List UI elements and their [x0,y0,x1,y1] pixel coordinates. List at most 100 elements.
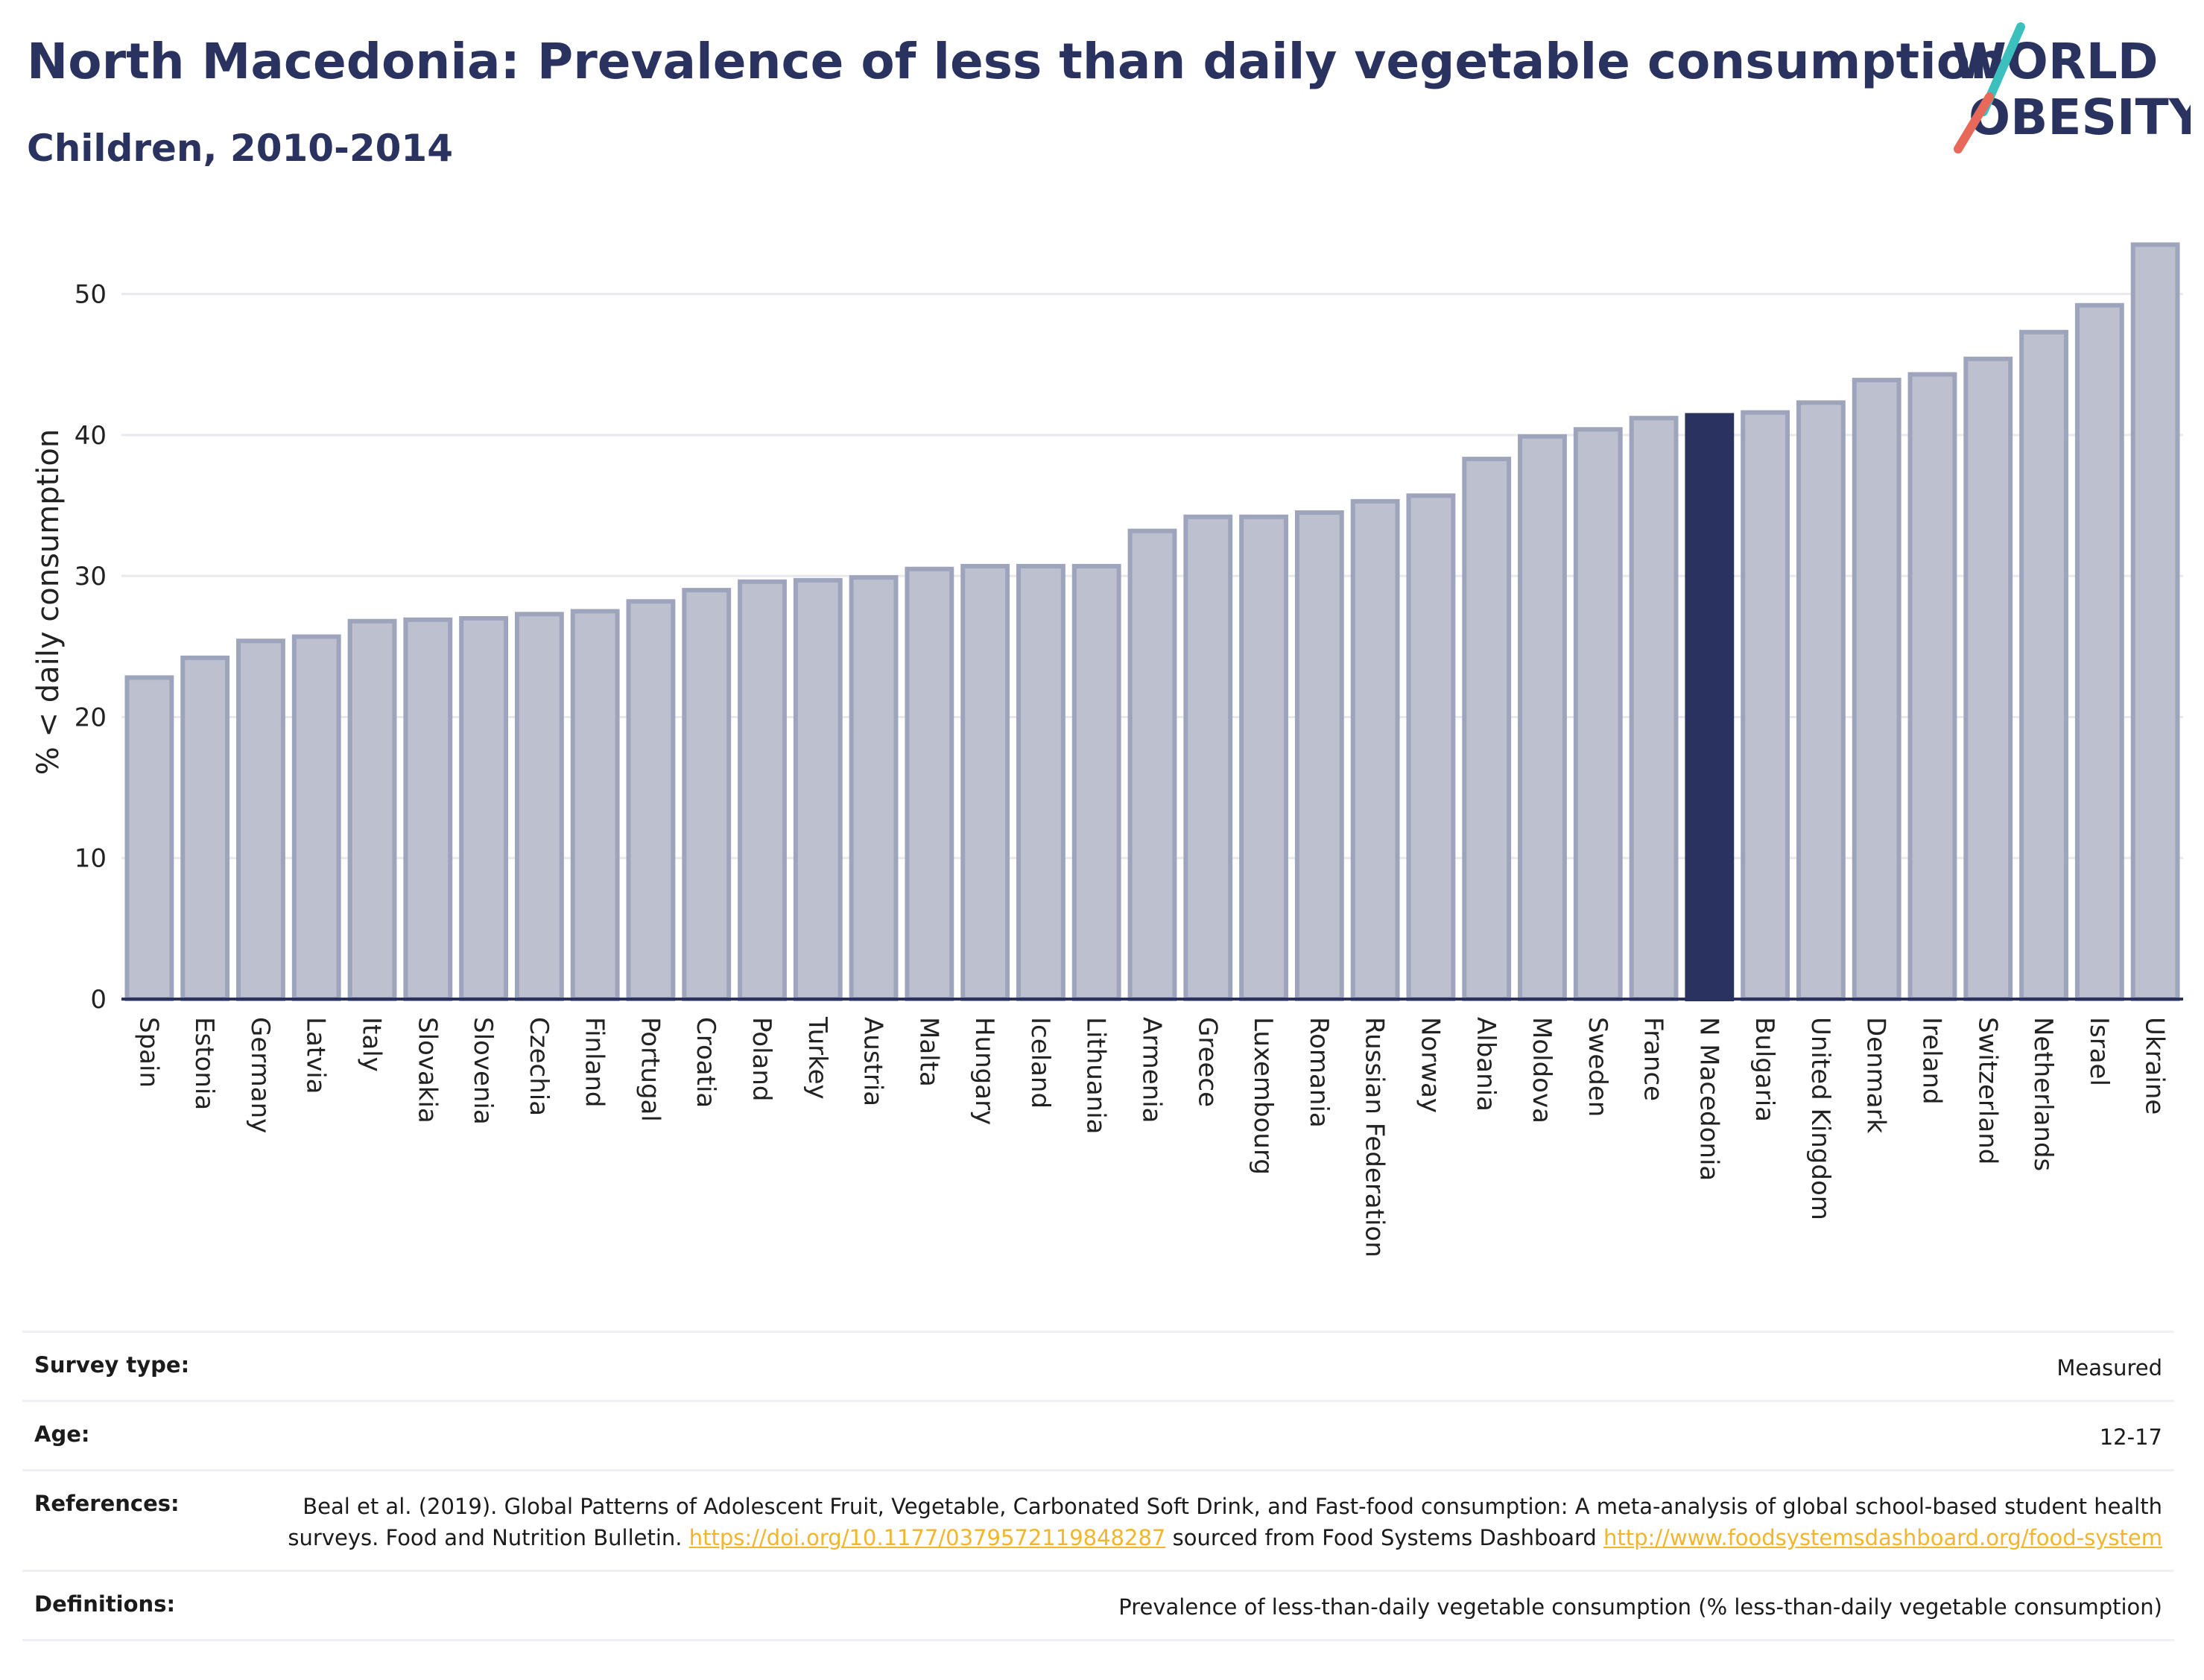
info-key: Survey type: [34,1352,190,1378]
bar-finland [570,609,620,1001]
x-tick-label: Hungary [969,1017,999,1125]
bar-czechia [514,612,564,1001]
bar-russian-federation [1350,498,1400,1001]
bar-sweden [1573,427,1623,1001]
x-tick-label: Ireland [1916,1017,1946,1105]
info-row-survey-type: Survey type: Measured [22,1331,2174,1400]
bar-latvia [291,634,341,1001]
info-key: Age: [34,1421,90,1448]
info-row-age: Age: 12-17 [22,1400,2174,1469]
bar-lithuania [1071,563,1121,1001]
bar-estonia [180,655,230,1002]
x-tick-label: Albania [1471,1017,1501,1112]
x-tick-label: Estonia [189,1017,219,1110]
bar-ireland [1907,372,1957,1002]
info-key: References: [34,1491,180,1517]
bar-iceland [1016,563,1065,1001]
y-tick-label: 0 [90,985,107,1015]
y-tick-label: 40 [75,421,107,451]
bar-france [1629,416,1679,1001]
x-tick-label: Czechia [524,1017,554,1116]
x-tick-label: Latvia [301,1017,331,1094]
x-tick-label: Netherlands [2028,1017,2058,1171]
x-tick-label: Luxembourg [1248,1017,1278,1175]
bar-italy [347,618,397,1001]
logo-text-obesity: OBESITY [1969,89,2191,146]
logo-text-world: WORLD [1952,33,2159,90]
x-tick-label: Denmark [1861,1017,1891,1134]
x-tick-label: Croatia [691,1017,721,1108]
x-tick-label: Russian Federation [1360,1017,1390,1258]
bar-germany [236,638,285,1001]
x-tick-label: N Macedonia [1694,1017,1723,1181]
x-tick-label: Sweden [1583,1017,1612,1117]
y-tick-label: 30 [75,562,107,592]
info-value: 12-17 [2099,1424,2162,1451]
x-tick-label: Turkey [802,1016,832,1100]
bar-denmark [1852,378,1901,1001]
x-tick-label: Finland [580,1017,609,1108]
x-tick-label: Romania [1304,1017,1334,1128]
logo-slash-red [1954,92,1994,153]
bar-poland [738,579,787,1001]
info-value: Beal et al. (2019). Global Patterns of A… [285,1491,2162,1553]
world-obesity-logo: WORLD OBESITY [1952,22,2191,153]
bar-hungary [960,563,1010,1001]
bar-united-kingdom [1796,400,1846,1001]
x-tick-label: Poland [747,1017,776,1102]
y-axis-label: % < daily consumption [31,429,66,775]
bar-turkey [793,577,843,1001]
bar-austria [849,575,899,1001]
bar-romania [1294,510,1344,1001]
bar-malta [905,566,954,1001]
x-tick-label: Moldova [1527,1017,1557,1123]
chart-subtitle: Children, 2010-2014 [27,127,453,170]
x-tick-label: Ukraine [2140,1017,2170,1115]
info-row-references: References: Beal et al. (2019). Global P… [22,1469,2174,1570]
axes: 0 10 20 30 40 50 Spain Estonia Germany Latvia Ital… [75,280,2183,1258]
info-value: Prevalence of less-than-daily vegetable … [1118,1594,2162,1620]
x-tick-label: Switzerland [1972,1017,2002,1164]
info-value: Measured [2056,1355,2162,1381]
x-tick-label: Armenia [1137,1017,1167,1123]
bar-slovakia [403,617,453,1002]
bar-norway [1406,493,1456,1001]
food-systems-dashboard-link[interactable]: http://www.foodsystemsdashboard.org/food… [1603,1525,2162,1551]
x-tick-label: Austria [858,1017,888,1106]
x-tick-label: Bulgaria [1749,1017,1779,1122]
x-tick-label: Portugal [635,1017,665,1122]
x-tick-label: Italy [357,1017,387,1072]
x-tick-label: Israel [2084,1017,2114,1086]
x-tick-label: Greece [1192,1017,1222,1107]
bar-moldova [1518,434,1567,1001]
x-tick-label: Slovakia [412,1017,442,1123]
bar-netherlands [2019,329,2068,1001]
bar-greece [1183,514,1233,1001]
bar-bulgaria [1741,410,1790,1001]
x-tick-label: Germany [245,1017,275,1133]
bar-switzerland [1963,356,2013,1001]
chart-title: North Macedonia: Prevalence of less than… [27,33,2006,90]
bar-luxembourg [1239,514,1288,1001]
bar-ukraine [2130,242,2180,1001]
reference-text: Beal et al. (2019). Global Patterns of A… [288,1494,2162,1551]
bars [124,242,2180,1002]
bar-spain [124,675,174,1001]
info-key: Definitions: [34,1591,176,1617]
x-tick-label: Malta [913,1017,943,1087]
bar-albania [1462,457,1512,1001]
y-tick-label: 10 [75,844,107,874]
bar-chart: 0 10 20 30 40 50 Spain Estonia Germany Latvia Ital… [31,242,2183,1258]
bar-slovenia [459,615,509,1001]
info-row-definitions: Definitions: Prevalence of less-than-dai… [22,1570,2174,1642]
bar-armenia [1127,528,1177,1001]
x-tick-label: United Kingdom [1805,1017,1835,1220]
x-tick-label: Slovenia [468,1017,498,1125]
reference-source-text: sourced from Food Systems Dashboard [1165,1525,1604,1551]
x-tick-label: Norway [1415,1017,1445,1113]
x-tick-label: Spain [133,1017,163,1088]
x-tick-label: Iceland [1025,1017,1055,1109]
doi-link[interactable]: https://doi.org/10.1177/0379572119848287 [688,1525,1166,1551]
x-tick-label: Lithuania [1081,1017,1111,1134]
bar-croatia [682,588,732,1001]
